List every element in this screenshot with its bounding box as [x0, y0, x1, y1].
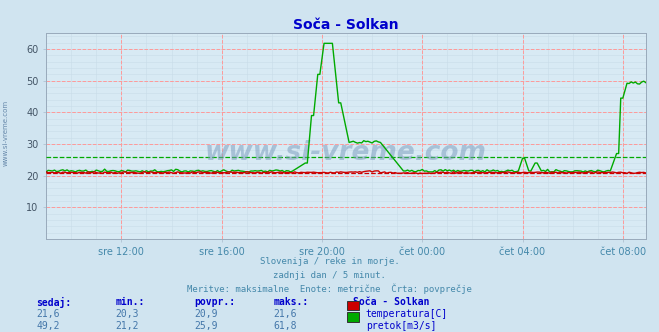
Text: www.si-vreme.com: www.si-vreme.com [2, 100, 9, 166]
Title: Soča - Solkan: Soča - Solkan [293, 18, 399, 32]
Text: Soča - Solkan: Soča - Solkan [353, 297, 429, 307]
Text: sedaj:: sedaj: [36, 297, 71, 308]
Text: 21,6: 21,6 [273, 309, 297, 319]
Text: temperatura[C]: temperatura[C] [366, 309, 448, 319]
Text: Slovenija / reke in morje.: Slovenija / reke in morje. [260, 257, 399, 266]
Text: zadnji dan / 5 minut.: zadnji dan / 5 minut. [273, 271, 386, 280]
Text: pretok[m3/s]: pretok[m3/s] [366, 321, 436, 331]
Text: 21,6: 21,6 [36, 309, 60, 319]
Text: 20,3: 20,3 [115, 309, 139, 319]
Text: 25,9: 25,9 [194, 321, 218, 331]
Text: 21,2: 21,2 [115, 321, 139, 331]
Text: maks.:: maks.: [273, 297, 308, 307]
Text: min.:: min.: [115, 297, 145, 307]
Text: povpr.:: povpr.: [194, 297, 235, 307]
Text: 61,8: 61,8 [273, 321, 297, 331]
Text: 20,9: 20,9 [194, 309, 218, 319]
Text: 49,2: 49,2 [36, 321, 60, 331]
Text: Meritve: maksimalne  Enote: metrične  Črta: povprečje: Meritve: maksimalne Enote: metrične Črta… [187, 284, 472, 294]
Text: www.si-vreme.com: www.si-vreme.com [205, 139, 487, 166]
